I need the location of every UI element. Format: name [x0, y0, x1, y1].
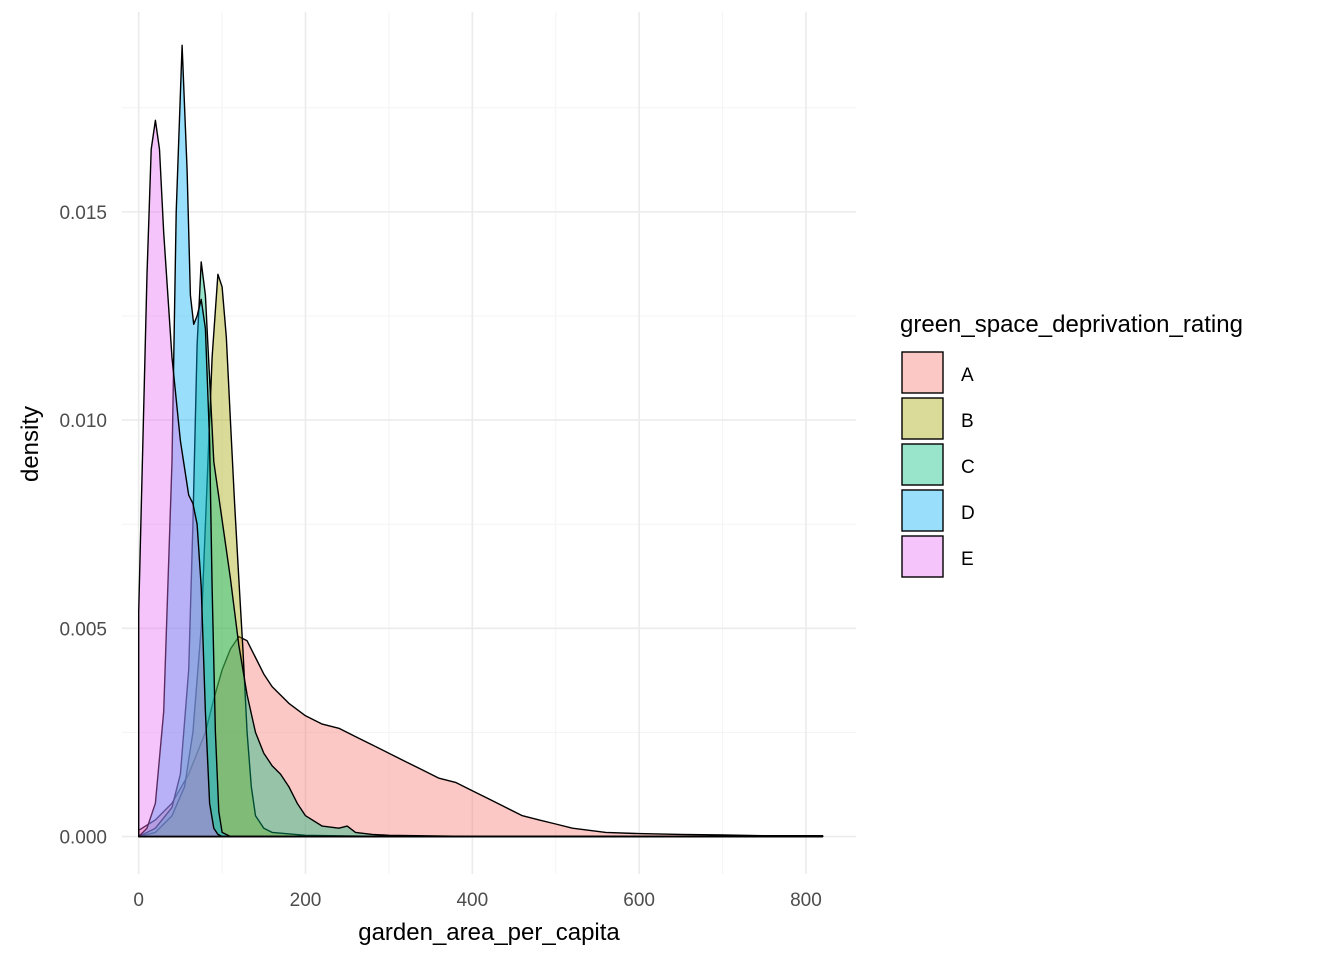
y-axis-title: density: [17, 406, 44, 482]
x-tick-label: 800: [790, 890, 822, 911]
axis-ticks: 0 200 400 600 800 0.000 0.005 0.010 0.015: [59, 203, 821, 911]
legend-label-b: B: [961, 411, 974, 432]
x-tick-label: 400: [456, 890, 488, 911]
x-tick-label: 600: [623, 890, 655, 911]
x-tick-label: 200: [290, 890, 322, 911]
legend-label-d: D: [961, 503, 975, 524]
y-tick-label: 0.015: [59, 203, 107, 224]
legend-title: green_space_deprivation_rating: [900, 311, 1243, 338]
density-area-a: [138, 635, 824, 838]
y-tick-label: 0.010: [59, 411, 107, 432]
x-axis-title: garden_area_per_capita: [358, 919, 620, 946]
x-tick-label: 0: [133, 890, 144, 911]
legend-key-e: [901, 535, 944, 578]
legend-key-a: [901, 351, 944, 394]
legend-label-a: A: [961, 365, 974, 386]
legend-key-c: [901, 443, 944, 486]
legend: green_space_deprivation_rating A B C D E: [900, 311, 1243, 578]
legend-label-c: C: [961, 457, 975, 478]
density-series: [138, 44, 824, 838]
legend-key-d: [901, 489, 944, 532]
density-area-e: [138, 119, 824, 838]
y-tick-label: 0.005: [59, 619, 107, 640]
legend-key-b: [901, 397, 944, 440]
legend-items: A B C D E: [901, 351, 975, 578]
density-area-c: [138, 261, 824, 838]
y-tick-label: 0.000: [59, 828, 107, 849]
legend-label-e: E: [961, 549, 974, 570]
